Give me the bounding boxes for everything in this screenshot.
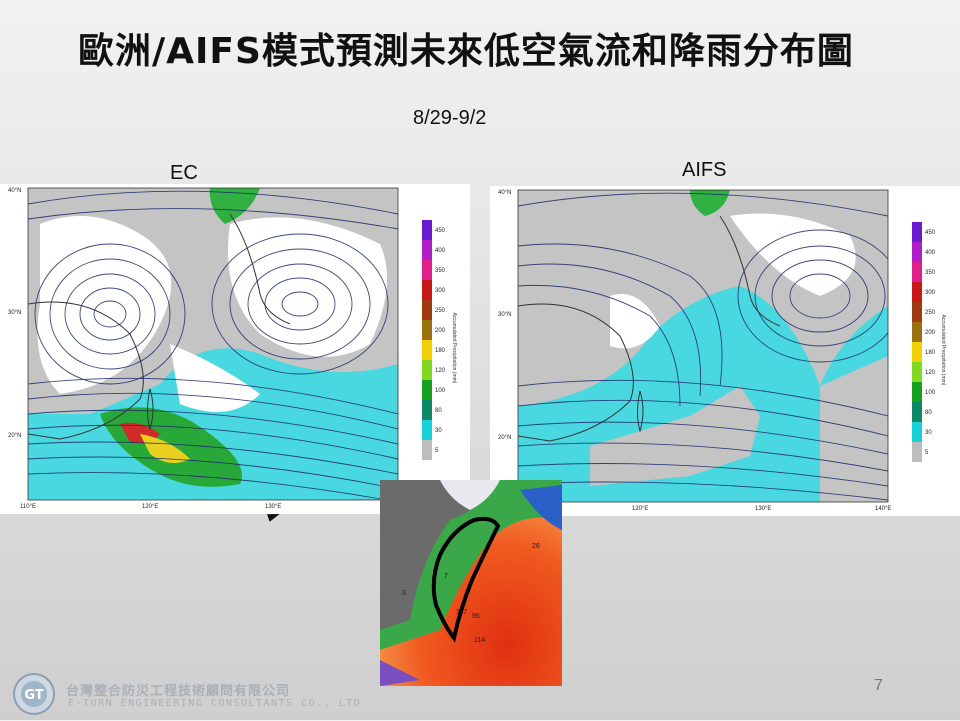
aifs-precip-legend: 450 400 350 300 250 200 180 120 100 80 30 5 Accumul…: [908, 220, 960, 480]
company-name-en: E-TURN ENGINEERING CONSULTANTS CO., LTD: [68, 698, 362, 709]
station-value: 26: [532, 543, 540, 550]
station-value: 7: [444, 573, 448, 580]
lon-tick-120: 120°E: [632, 506, 648, 512]
legend-swatch: [422, 340, 432, 360]
legend-level-label: 400: [435, 248, 446, 254]
legend-level-label: 400: [925, 250, 936, 256]
legend-title: Accumulated Precipitation (mm): [451, 313, 457, 384]
legend-level-label: 5: [925, 450, 929, 456]
legend-swatch: [912, 282, 922, 302]
legend-swatch: [912, 302, 922, 322]
legend-swatch: [422, 320, 432, 340]
legend-swatch: [422, 240, 432, 260]
svg-text:GT: GT: [24, 688, 43, 703]
legend-level-label: 200: [925, 330, 936, 336]
taiwan-rainfall-inset: 26 96 114 3 7 117: [380, 480, 562, 686]
legend-swatch: [422, 400, 432, 420]
legend-swatch: [422, 360, 432, 380]
legend-swatch: [912, 382, 922, 402]
forecast-period: 8/29-9/2: [413, 107, 487, 129]
lon-tick-140: 140°E: [875, 506, 891, 512]
legend-swatch: [912, 342, 922, 362]
legend-swatch: [422, 380, 432, 400]
page-number: 7: [874, 677, 883, 694]
legend-swatch: [422, 220, 432, 240]
legend-level-label: 250: [925, 310, 936, 316]
legend-swatch: [912, 402, 922, 422]
legend-level-label: 100: [925, 390, 936, 396]
lat-tick-20: 20°N: [498, 435, 511, 441]
legend-swatch: [422, 440, 432, 460]
legend-level-label: 350: [435, 268, 446, 274]
station-value: 117: [456, 609, 467, 616]
legend-swatch: [422, 280, 432, 300]
legend-level-label: 120: [925, 370, 936, 376]
legend-title: Accumulated Precipitation (mm): [940, 315, 946, 386]
slide-title: 歐洲/AIFS模式預測未來低空氣流和降雨分布圖: [78, 31, 854, 72]
legend-level-label: 120: [435, 368, 446, 374]
company-name-zh: 台灣整合防災工程技術顧問有限公司: [66, 684, 291, 699]
legend-level-label: 30: [435, 428, 442, 434]
legend-level-label: 30: [925, 430, 932, 436]
legend-level-label: 450: [435, 228, 446, 234]
lon-tick-130: 130°E: [265, 504, 281, 510]
left-panel-label: EC: [170, 162, 198, 184]
legend-level-label: 300: [435, 288, 446, 294]
legend-swatch: [912, 442, 922, 462]
station-value: 3: [402, 590, 406, 597]
legend-level-label: 300: [925, 290, 936, 296]
legend-swatch: [912, 222, 922, 242]
legend-swatch: [422, 300, 432, 320]
legend-swatch: [912, 362, 922, 382]
legend-level-label: 180: [925, 350, 936, 356]
ec-forecast-map: 40°N 30°N 20°N 110°E 120°E 130°E: [0, 184, 470, 514]
lat-tick-40: 40°N: [498, 190, 511, 196]
legend-swatch: [912, 322, 922, 342]
legend-swatch: [912, 422, 922, 442]
legend-level-label: 80: [435, 408, 442, 414]
legend-level-label: 5: [435, 448, 439, 454]
lon-tick-120: 120°E: [142, 504, 158, 510]
lon-tick-130: 130°E: [755, 506, 771, 512]
station-value: 96: [472, 613, 480, 620]
legend-swatch: [422, 420, 432, 440]
legend-level-label: 200: [435, 328, 446, 334]
legend-swatch: [912, 262, 922, 282]
lat-tick-40: 40°N: [8, 188, 21, 194]
legend-level-label: 100: [435, 388, 446, 394]
right-panel-label: AIFS: [682, 159, 727, 181]
legend-level-label: 180: [435, 348, 446, 354]
station-value: 114: [474, 637, 485, 644]
legend-level-label: 350: [925, 270, 936, 276]
lat-tick-30: 30°N: [8, 310, 21, 316]
lat-tick-20: 20°N: [8, 433, 21, 439]
company-logo-icon: GT: [12, 672, 56, 716]
legend-swatch: [912, 242, 922, 262]
ec-precip-legend: 450 400 350 300 250 200 180 120 100 80 30 5 Accumul…: [418, 218, 478, 478]
legend-level-label: 250: [435, 308, 446, 314]
legend-level-label: 450: [925, 230, 936, 236]
lat-tick-30: 30°N: [498, 312, 511, 318]
lon-tick-110: 110°E: [20, 504, 36, 510]
legend-swatch: [422, 260, 432, 280]
legend-level-label: 80: [925, 410, 932, 416]
aifs-forecast-map: 40°N 30°N 20°N 120°E 130°E 140°E: [490, 186, 960, 516]
